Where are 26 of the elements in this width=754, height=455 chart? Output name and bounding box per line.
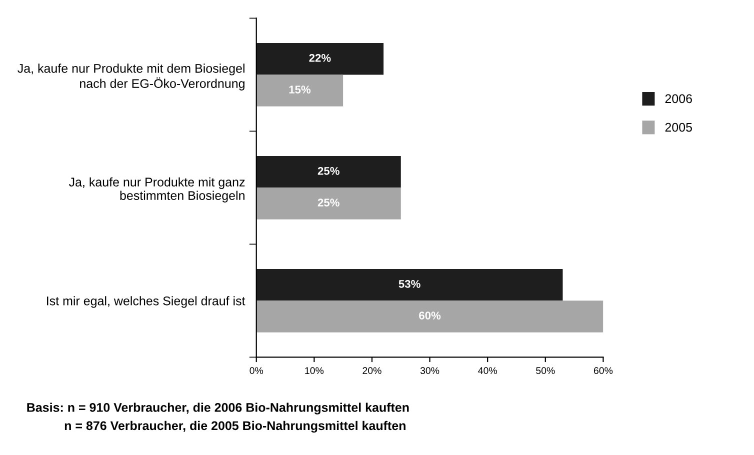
y-tick-label: Ja, kaufe nur Produkte mit ganz bestimmten Biosiegeln — [68, 177, 245, 202]
legend-label: 2006 — [665, 94, 692, 104]
y-tick-label: Ist mir egal, welches Siegel drauf ist — [47, 296, 246, 308]
text: n = 876 Verbraucher, die 2005 Bio-Nahrungsmittel kauften — [64, 420, 406, 433]
x-tick-label: 60% — [594, 367, 613, 374]
data-label: 25% — [318, 166, 340, 175]
x-tick-label: 0% — [250, 367, 264, 374]
x-tick-label: 30% — [420, 367, 440, 374]
bar — [256, 269, 563, 301]
data-label: 22% — [309, 54, 331, 62]
x-tick-label: 50% — [536, 367, 555, 374]
data-label: 25% — [318, 198, 340, 206]
x-tick-label: 40% — [478, 367, 497, 374]
bar — [256, 300, 604, 332]
bar — [256, 74, 344, 106]
bar — [256, 188, 401, 220]
text: Basis: n = 910 Verbraucher, die 2006 Bio-Nahrungsmittel kauften — [27, 402, 409, 414]
y-tick-label: Ja, kaufe nur Produkte mit dem Biosiegel nach der EG-Öko-Verordnung — [18, 64, 244, 90]
bar — [256, 156, 401, 188]
bar — [256, 43, 384, 75]
data-label: 60% — [419, 312, 441, 320]
data-label: 15% — [289, 86, 311, 94]
legend-label: 2005 — [665, 122, 692, 132]
x-tick-label: 20% — [362, 367, 382, 374]
data-label: 53% — [398, 280, 420, 288]
x-tick-label: 10% — [305, 367, 324, 374]
